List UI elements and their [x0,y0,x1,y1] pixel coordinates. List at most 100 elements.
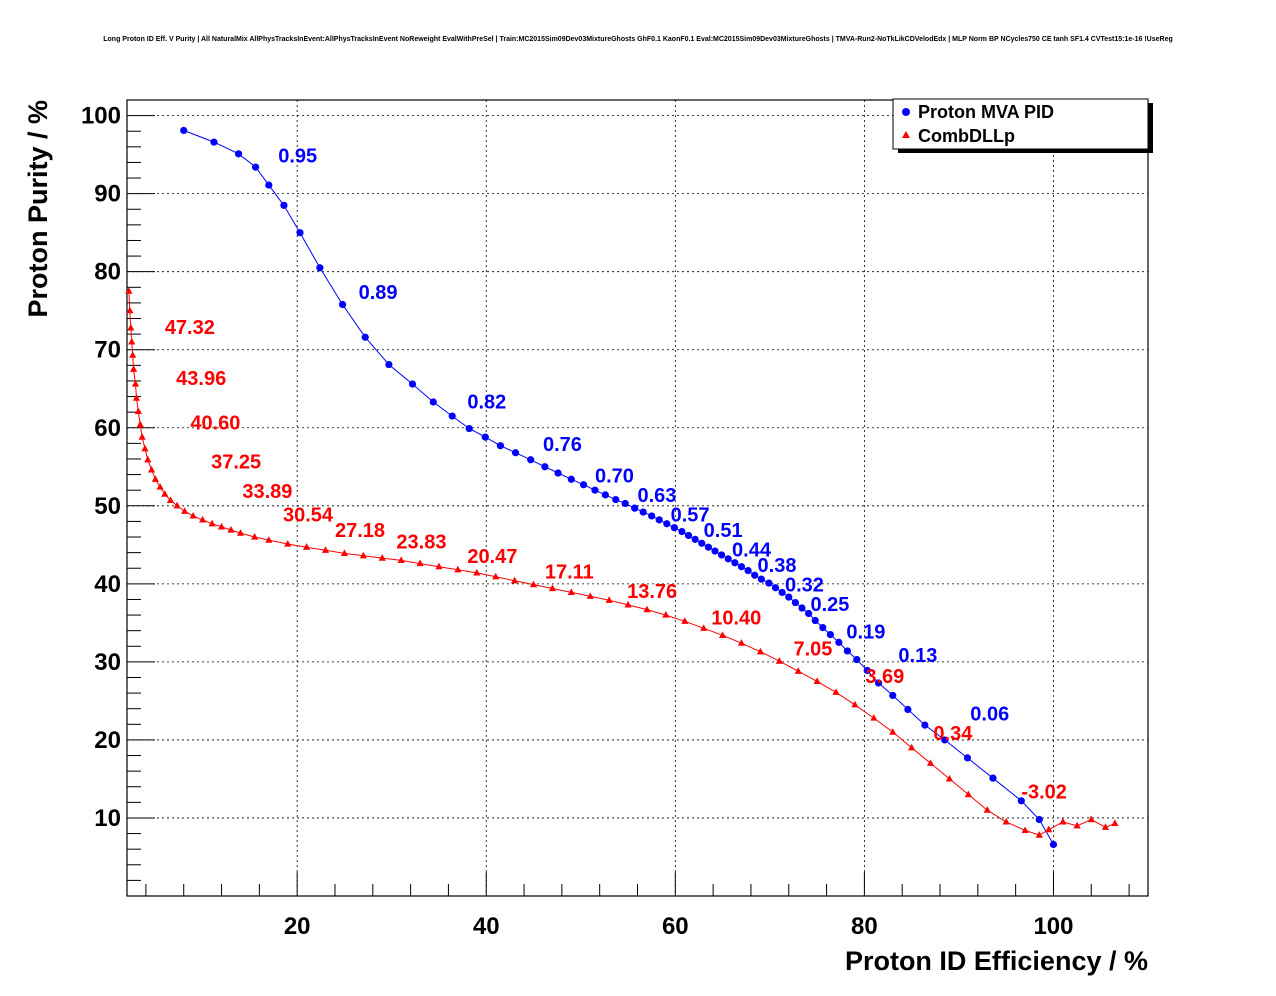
data-point [199,515,207,523]
threshold-label: 30.54 [283,504,334,526]
data-point [567,588,575,596]
data-point [1087,815,1095,823]
threshold-label: 0.19 [846,621,885,643]
x-tick-label: 60 [662,913,689,940]
data-point [751,571,759,579]
data-point [926,759,935,766]
data-point [691,535,699,543]
data-point [385,360,393,369]
series-line [183,129,1054,845]
data-point [234,150,243,158]
y-tick-label: 40 [94,571,121,598]
data-point [340,549,349,557]
data-point [227,525,235,533]
data-point [698,539,706,547]
threshold-label: -3.02 [1021,781,1067,803]
data-point [805,609,813,618]
data-point [1059,817,1067,825]
data-point [465,424,473,433]
data-point [757,575,765,583]
data-point [208,519,216,527]
data-point [775,657,783,664]
annotation-layer: 0.95 0.89 0.82 0.76 0.700.630.570.510.440.38… [165,145,1067,803]
threshold-label: 0.51 [704,520,743,542]
data-point [580,481,588,489]
data-point [144,455,152,463]
data-point [1035,815,1043,824]
data-point [737,563,746,571]
data-point [1049,840,1058,849]
data-point [870,714,878,721]
threshold-label: 13.76 [627,581,677,603]
data-point [813,677,821,684]
threshold-label: 0.13 [898,645,937,667]
data-point [1045,825,1053,833]
threshold-label: 0.89 [359,282,398,304]
data-point [643,605,651,613]
data-point [151,475,159,482]
data-point [511,449,520,457]
data-point [1111,819,1119,827]
data-point [496,442,505,450]
data-point [731,559,739,567]
data-point [586,592,594,599]
data-point [511,576,519,584]
data-point [527,456,535,464]
threshold-label: 37.25 [211,451,261,473]
data-point [265,536,273,543]
y-tick-label: 50 [94,493,121,520]
data-point [700,624,708,631]
data-point [718,631,727,638]
data-point [131,380,140,387]
data-point [963,754,972,762]
data-point [265,181,273,189]
data-point [141,444,149,452]
threshold-label: 0.76 [543,434,582,456]
data-point [284,540,292,547]
data-point [663,520,671,528]
data-point [316,264,324,272]
threshold-label: 0.25 [811,594,850,616]
threshold-label: 0.82 [467,391,506,413]
data-point [737,639,746,646]
data-point [416,559,424,567]
data-point [798,604,806,612]
data-point [765,579,773,587]
legend: Proton MVA PID CombDLLp [892,98,1153,153]
data-point [851,700,859,708]
x-tick-label: 80 [851,913,878,940]
data-point [156,483,164,490]
data-point [397,556,405,564]
data-point [529,580,538,588]
data-point [251,533,259,540]
x-tick-label: 40 [473,913,500,940]
data-point [624,600,632,608]
data-point [217,522,226,530]
data-point [303,543,311,550]
data-point [989,774,997,782]
data-point [126,306,134,314]
threshold-label: 0.34 [933,723,973,745]
data-point [166,496,175,503]
y-tick-label: 70 [94,337,121,364]
data-point [704,543,713,551]
series-0 [180,126,1058,849]
threshold-label: 17.11 [545,561,594,583]
data-point [147,465,156,473]
data-point [908,743,916,751]
data-point [1035,831,1043,838]
data-point [189,511,197,519]
data-point [541,463,549,471]
data-point [655,516,663,524]
data-point [843,647,851,655]
axis-ticks: 20 40 60 80 100 10 20 30 40 50 60 70 80 90 100 [81,99,1130,940]
data-point [361,333,369,341]
series-layer [125,126,1119,849]
threshold-label: 43.96 [176,368,226,390]
legend-marker-proton-mva [902,108,910,116]
y-tick-label: 100 [81,103,121,130]
threshold-label: 0.57 [671,504,710,526]
data-point [125,287,133,294]
series-line [128,291,1116,836]
